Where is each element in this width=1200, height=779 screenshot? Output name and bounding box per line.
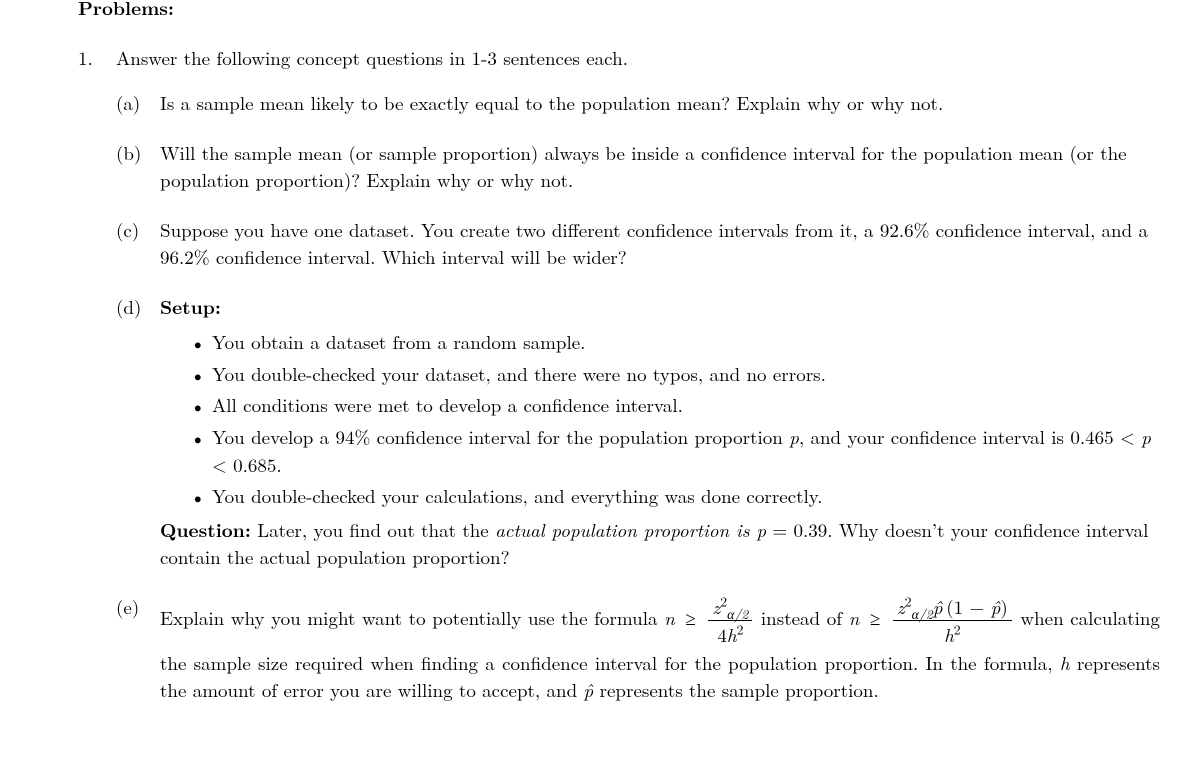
part-b-label: (b) (116, 139, 160, 194)
part-a-label: (a) (116, 89, 160, 117)
frac-1-den: 4h2 (708, 620, 752, 649)
problem-number: 1. (78, 44, 116, 72)
e-t1: Explain why you might want to potentiall… (160, 604, 664, 631)
part-a: (a) Is a sample mean likely to be exactl… (116, 89, 1160, 117)
setup-item-5: You double-checked your calculations, an… (190, 482, 1160, 510)
frac-2-num: z2α/2p̂ (1 − p̂) (893, 593, 1012, 621)
setup-item-1: You obtain a dataset from a random sampl… (190, 328, 1160, 356)
subparts: (a) Is a sample mean likely to be exactl… (116, 89, 1160, 704)
e-t5: represents the sample proportion. (593, 676, 879, 703)
h-2: h (944, 621, 954, 648)
problem-prompt: Answer the following concept questions i… (116, 44, 1160, 72)
setup-item-4: You develop a 94% confidence interval fo… (190, 423, 1160, 478)
question-block: Question: Later, you find out that the a… (160, 516, 1160, 571)
part-b-text: Will the sample mean (or sample proporti… (160, 139, 1160, 194)
part-c: (c) Suppose you have one dataset. You cr… (116, 216, 1160, 271)
page: Problems: 1. Answer the following concep… (0, 0, 1200, 766)
n-sym-2: n (849, 604, 860, 631)
question-italic-text: actual population proportion is (495, 516, 756, 543)
setup-label: Setup: (160, 292, 221, 320)
setup-item-3: All conditions were met to develop a con… (190, 391, 1160, 419)
formula-1: n ≥ z2α/2 4h2 (664, 604, 761, 631)
setup-item-4a: You develop a 94% confidence interval fo… (212, 423, 789, 450)
question-eq: = 0.39 (766, 516, 827, 543)
setup-item-2: You double-checked your dataset, and the… (190, 360, 1160, 388)
frac-1-num: z2α/2 (708, 593, 752, 621)
setup-list: You obtain a dataset from a random sampl… (160, 328, 1160, 509)
part-e-body: Explain why you might want to potentiall… (160, 593, 1160, 704)
question-label: Question: (160, 515, 251, 543)
phat-3: p̂ (584, 676, 594, 703)
part-e: (e) Explain why you might want to potent… (116, 593, 1160, 704)
formula-2: n ≥ z2α/2p̂ (1 − p̂) h2 (849, 604, 1021, 631)
frac-1: z2α/2 4h2 (708, 593, 752, 649)
part-a-text: Is a sample mean likely to be exactly eq… (160, 89, 1160, 117)
geq-1: ≥ (685, 604, 695, 632)
part-d-body: Setup: You obtain a dataset from a rando… (160, 293, 1160, 571)
question-italic: actual population proportion is p = 0.39 (495, 516, 827, 543)
z-2: z (897, 593, 905, 620)
sub-2: α/2 (912, 604, 933, 623)
e-t2: instead of (761, 604, 849, 631)
n-sym: n (664, 604, 675, 631)
h-3: h (1060, 649, 1070, 676)
setup-item-4c: < 0.685. (212, 451, 282, 478)
part-c-label: (c) (116, 216, 160, 271)
part-e-label: (e) (116, 593, 160, 704)
part-c-text: Suppose you have one dataset. You create… (160, 216, 1160, 271)
phat-2: p̂ (991, 593, 1001, 620)
h-1: h (727, 621, 737, 648)
p-symbol: p (789, 423, 799, 450)
problems-heading: Problems: (78, 0, 1160, 22)
part-d-label: (d) (116, 293, 160, 571)
four: 4 (717, 621, 727, 648)
part-b: (b) Will the sample mean (or sample prop… (116, 139, 1160, 194)
part-d: (d) Setup: You obtain a dataset from a r… (116, 293, 1160, 571)
p-symbol-2: p (1141, 423, 1151, 450)
problem-1: 1. Answer the following concept question… (78, 44, 1160, 72)
setup-item-4b: , and your confidence interval is 0.465 … (799, 423, 1141, 450)
frac-2-den: h2 (893, 620, 1012, 649)
question-t1: Later, you find out that the (251, 516, 495, 543)
geq-2: ≥ (870, 604, 880, 632)
phat-1: p̂ (933, 593, 943, 620)
frac-2: z2α/2p̂ (1 − p̂) h2 (893, 593, 1012, 649)
question-p: p (756, 516, 766, 543)
